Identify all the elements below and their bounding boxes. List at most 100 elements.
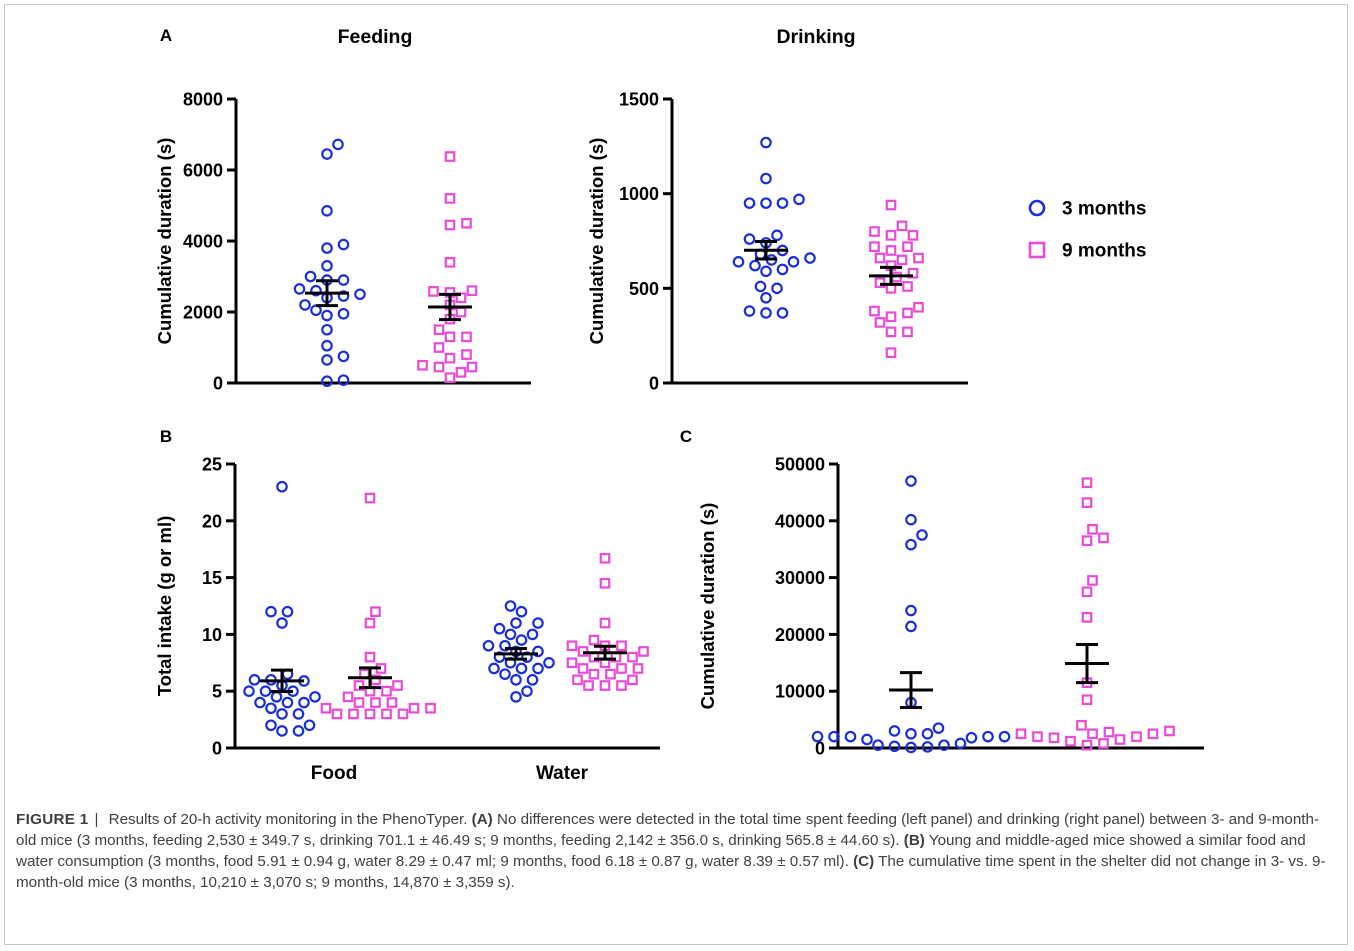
data-point <box>321 205 333 217</box>
data-point <box>1081 739 1093 751</box>
data-point <box>902 241 913 253</box>
data-point <box>444 219 456 231</box>
data-point <box>354 288 366 301</box>
data-point <box>337 307 350 320</box>
data-point <box>921 727 934 740</box>
caption-intro: Results of 20-h activity monitoring in t… <box>108 811 468 828</box>
data-point <box>433 324 445 336</box>
data-point <box>321 323 333 336</box>
data-point <box>499 668 511 680</box>
y-tick-label: 5 <box>212 682 222 702</box>
data-point <box>1015 728 1027 740</box>
data-point <box>270 691 283 703</box>
series-group <box>732 136 816 319</box>
legend: 3 months 9 months <box>1028 199 1146 262</box>
data-point <box>515 662 528 675</box>
data-point <box>510 674 522 686</box>
data-point <box>1164 725 1175 737</box>
data-point <box>905 727 917 740</box>
data-point <box>885 229 897 241</box>
data-point <box>1081 694 1093 706</box>
y-tick-label: 20 <box>202 511 222 531</box>
data-point <box>265 702 277 715</box>
data-point <box>905 741 917 754</box>
data-point <box>543 656 555 669</box>
data-point <box>896 254 908 266</box>
x-category-label: Food <box>311 763 357 784</box>
data-point <box>370 606 381 618</box>
data-point <box>337 238 350 251</box>
data-point <box>998 730 1011 743</box>
data-point <box>885 311 897 323</box>
y-tick-label: 500 <box>629 279 659 299</box>
data-point <box>381 708 392 720</box>
data-point <box>885 245 897 256</box>
data-point <box>804 252 816 264</box>
data-point <box>482 639 495 652</box>
y-tick-label: 0 <box>815 739 825 759</box>
data-point <box>1087 728 1098 740</box>
data-point <box>938 739 950 751</box>
data-point <box>1081 612 1093 623</box>
data-point <box>599 577 611 589</box>
data-point <box>364 651 376 663</box>
series-group <box>243 480 321 737</box>
data-point <box>342 691 354 703</box>
data-point <box>616 663 627 674</box>
data-point <box>444 352 456 364</box>
series-group <box>811 475 1011 754</box>
data-point <box>1065 735 1076 747</box>
y-tick-label: 8000 <box>183 90 223 110</box>
series-group <box>320 492 436 720</box>
data-point <box>902 307 913 319</box>
data-point <box>885 326 897 338</box>
data-point <box>364 617 376 629</box>
data-point <box>599 552 611 564</box>
y-tick-label: 10000 <box>775 682 825 702</box>
data-point <box>331 708 343 720</box>
data-point <box>760 265 772 278</box>
data-point <box>885 199 897 211</box>
data-point <box>1087 575 1098 586</box>
data-point <box>444 372 456 384</box>
data-point <box>292 708 305 720</box>
data-point <box>515 634 528 646</box>
data-point <box>521 685 533 697</box>
data-point <box>337 290 350 302</box>
data-point <box>869 226 880 237</box>
data-point <box>510 691 522 703</box>
series-group <box>482 600 555 703</box>
data-point <box>310 284 322 297</box>
y-tick-label: 40000 <box>775 511 825 531</box>
data-point <box>905 475 917 487</box>
data-point <box>577 663 589 674</box>
data-point <box>499 639 511 652</box>
data-point <box>281 605 294 618</box>
data-point <box>771 229 783 242</box>
figure-frame <box>4 4 1348 945</box>
data-point <box>1087 523 1098 535</box>
data-point <box>309 691 321 703</box>
data-point <box>444 256 456 268</box>
data-point <box>321 148 333 160</box>
figure-caption: FIGURE 1 | Results of 20-h activity monit… <box>16 809 1336 893</box>
data-point <box>370 697 381 708</box>
y-tick-label: 0 <box>213 374 223 394</box>
data-point <box>321 375 333 388</box>
y-tick-label: 30000 <box>775 568 825 588</box>
data-point <box>276 725 288 737</box>
y-tick-label: 20000 <box>775 625 825 645</box>
data-point <box>869 305 880 317</box>
caption-c-text: The cumulative time spent in the shelter… <box>16 853 1326 891</box>
data-point <box>321 309 333 322</box>
data-point <box>566 657 578 669</box>
data-point <box>902 326 913 338</box>
series-group <box>417 151 478 384</box>
data-point <box>504 628 517 641</box>
data-point <box>428 286 439 297</box>
data-point <box>1114 734 1126 745</box>
y-axis-label: Total intake (g or ml) <box>154 516 175 697</box>
y-tick-label: 0 <box>212 739 222 759</box>
data-point <box>932 722 945 734</box>
